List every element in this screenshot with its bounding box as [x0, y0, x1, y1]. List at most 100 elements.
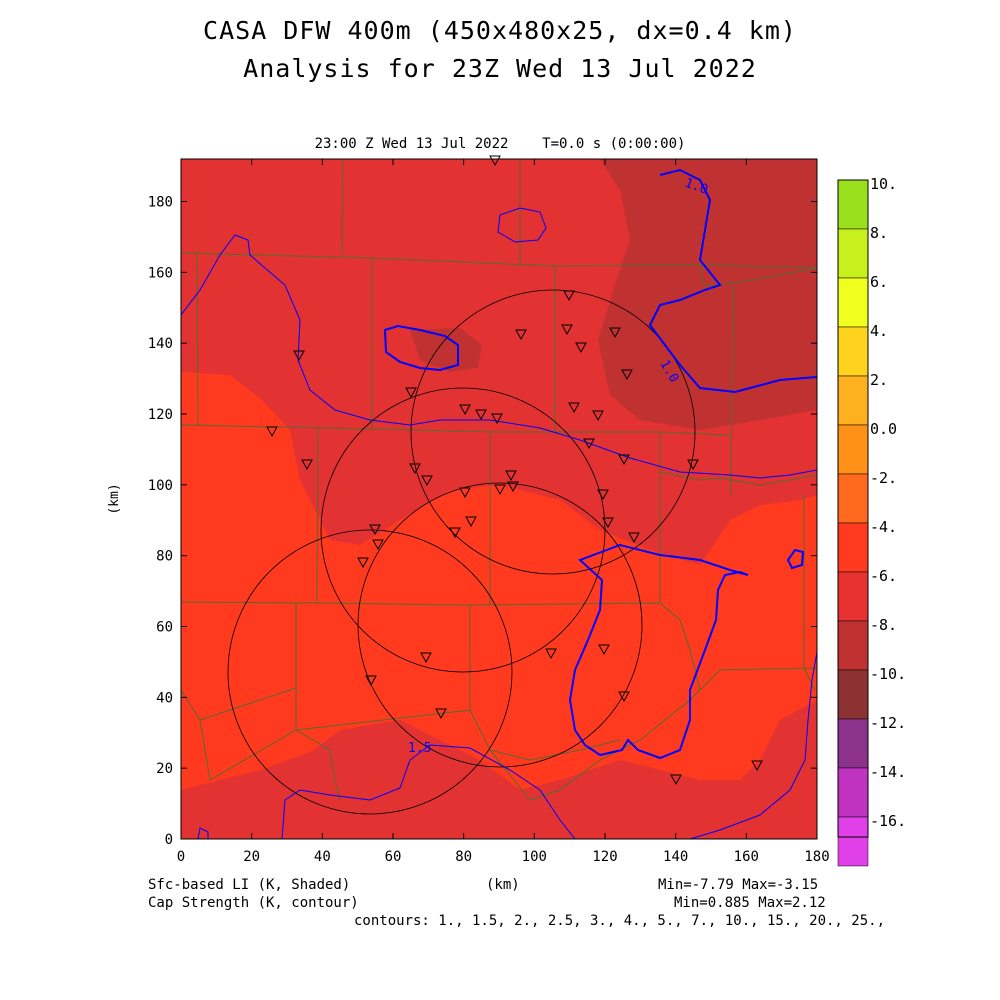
- colorbar-swatch: [837, 767, 869, 818]
- x-tick-label: 20: [243, 849, 260, 865]
- colorbar-swatch: [837, 620, 869, 671]
- x-tick-label: 80: [455, 849, 472, 865]
- radar-site-marker: [568, 402, 580, 414]
- li-region-warm: [181, 372, 817, 810]
- colorbar-label: -16.: [870, 812, 906, 830]
- colorbar-swatch: [837, 718, 869, 769]
- radar-site-marker: [409, 463, 421, 475]
- valid-time-label: 23:00 Z Wed 13 Jul 2022 T=0.0 s (0:00:00…: [314, 136, 686, 152]
- y-tick-label: 40: [156, 690, 173, 706]
- x-tick-label: 60: [385, 849, 402, 865]
- radar-site-marker: [609, 327, 621, 339]
- colorbar-label: -6.: [870, 567, 897, 585]
- y-tick-label: 80: [156, 549, 173, 565]
- contour-1-5-se: [689, 651, 817, 839]
- radar-site-marker: [515, 329, 527, 341]
- radar-site-marker: [597, 489, 609, 501]
- radar-site-marker: [618, 691, 630, 703]
- x-axis: 0 20 40 60 80 100 120 140 160 180: [177, 159, 830, 865]
- radar-site-marker: [494, 484, 506, 496]
- plot-frame: [180, 158, 818, 840]
- colorbar-label: 10.: [870, 175, 897, 193]
- footer-shaded-field-label: Sfc-based LI (K, Shaded): [148, 877, 351, 893]
- li-region-mid-sw: [181, 745, 540, 839]
- radar-site-marker: [751, 760, 763, 772]
- li-region-cold-ne: [598, 159, 817, 430]
- x-tick-label: 40: [314, 849, 331, 865]
- colorbar-label: 6.: [870, 273, 888, 291]
- figure-title: CASA DFW 400m (450x480x25, dx=0.4 km): [203, 16, 797, 45]
- colorbar-frame: [837, 179, 869, 838]
- contour-1-0-north: [497, 207, 547, 243]
- radar-site-marker: [563, 290, 575, 302]
- radar-site-marker: [505, 470, 517, 482]
- colorbar-swatch: [837, 669, 869, 720]
- radar-site-marker: [369, 524, 381, 536]
- colorbar-swatch: [837, 228, 869, 279]
- x-tick-label: 140: [663, 849, 688, 865]
- contour-1-0-southeast: [568, 543, 749, 760]
- colorbar-label: -10.: [870, 665, 906, 683]
- colorbar-swatch: [837, 571, 869, 622]
- li-shaded-field: [181, 159, 817, 839]
- radar-site-marker: [459, 404, 471, 416]
- range-ring-1: [410, 289, 696, 575]
- radar-site-marker: [459, 487, 471, 499]
- y-axis: 0 20 40 60 80 100 120 140 160 180: [148, 195, 817, 848]
- footer-contour-levels: contours: 1., 1.5, 2., 2.5, 3., 4., 5., …: [354, 913, 886, 929]
- colorbar-swatch: [837, 326, 869, 377]
- colorbar-swatch: [837, 473, 869, 524]
- li-region-cold-pocket: [410, 328, 482, 372]
- county-boundaries: [181, 159, 817, 801]
- colorbar: 10. 8. 6. 4. 2. 0.0 -2. -4. -6. -8. -10. -12. -14. -1…: [837, 175, 906, 867]
- x-tick-label: 180: [804, 849, 829, 865]
- radar-site-marker: [365, 675, 377, 687]
- y-tick-label: 160: [148, 265, 173, 281]
- colorbar-swatch: [837, 375, 869, 426]
- radar-site-marker: [545, 648, 557, 660]
- y-tick-label: 120: [148, 407, 173, 423]
- x-tick-label: 100: [522, 849, 547, 865]
- contour-1-0-west: [181, 234, 817, 479]
- radar-site-marker: [489, 155, 501, 167]
- contour-1-0-pocket: [383, 324, 459, 372]
- contour-label: 1.5: [408, 741, 431, 756]
- radar-site-marker: [583, 438, 595, 450]
- radar-site-marker: [602, 517, 614, 529]
- footer-contour-minmax: Min=0.885 Max=2.12: [674, 895, 826, 911]
- colorbar-swatch: [837, 424, 869, 475]
- contour-1-5-south: [281, 744, 576, 839]
- radar-site-marker: [621, 369, 633, 381]
- footer-shaded-minmax: Min=-7.79 Max=-3.15: [658, 877, 819, 893]
- y-tick-label: 20: [156, 761, 173, 777]
- y-tick-label: 0: [165, 832, 173, 848]
- contour-1-5-sw-small: [197, 827, 209, 839]
- radar-site-marker: [670, 774, 682, 786]
- radar-site-marker: [301, 459, 313, 471]
- radar-site-marker: [465, 516, 477, 528]
- x-tick-label: 160: [734, 849, 759, 865]
- radar-site-marker: [561, 324, 573, 336]
- radar-site-marker: [420, 652, 432, 664]
- cap-strength-contours: [181, 168, 817, 839]
- colorbar-label: -12.: [870, 714, 906, 732]
- radar-site-marker: [618, 454, 630, 466]
- radar-site-marker: [507, 481, 519, 493]
- range-ring-4: [227, 529, 513, 815]
- colorbar-swatch: [837, 277, 869, 328]
- radar-site-marker: [357, 557, 369, 569]
- radar-site-marker: [592, 410, 604, 422]
- radar-site-marker: [293, 350, 305, 362]
- radar-site-marker: [449, 527, 461, 539]
- range-ring-3: [357, 482, 643, 768]
- x-axis-label: (km): [486, 877, 520, 893]
- radar-site-marker: [687, 459, 699, 471]
- colorbar-label: 0.0: [870, 420, 897, 438]
- contour-1-0-east-small: [786, 548, 805, 570]
- radar-range-rings: [227, 289, 696, 815]
- colorbar-label: 4.: [870, 322, 888, 340]
- y-tick-label: 60: [156, 620, 173, 636]
- figure-subtitle-analysis: Analysis for 23Z Wed 13 Jul 2022: [243, 54, 757, 83]
- y-tick-label: 180: [148, 195, 173, 211]
- radar-site-marker: [628, 532, 640, 544]
